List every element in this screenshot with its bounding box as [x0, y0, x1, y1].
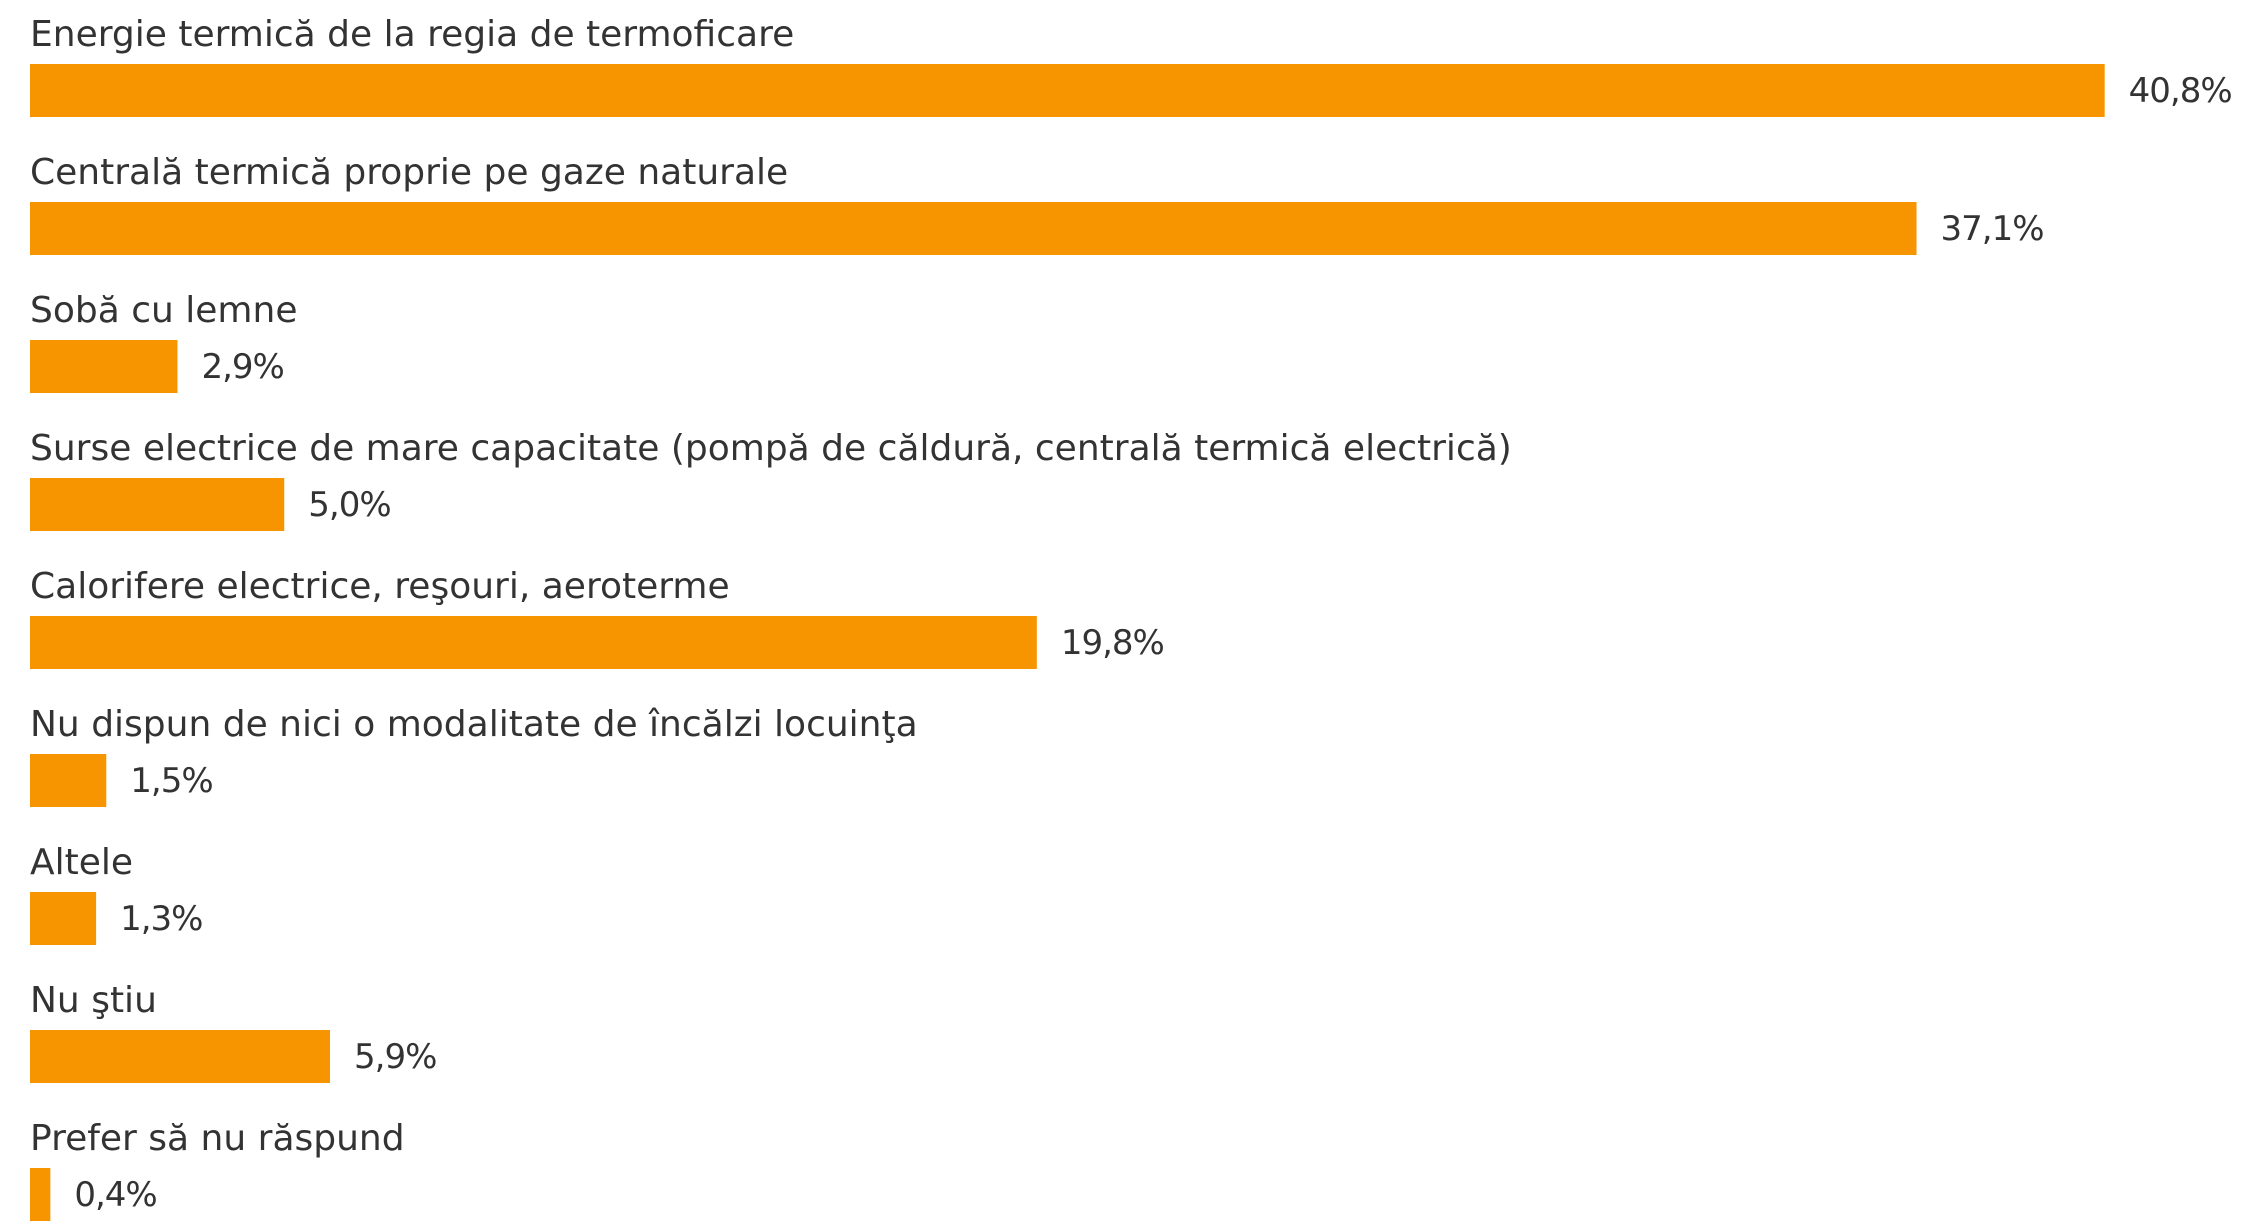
value-label: 19,8% [1061, 623, 1164, 663]
value-label: 1,3% [120, 899, 202, 939]
value-label: 5,0% [308, 485, 390, 525]
bar [30, 1168, 51, 1221]
value-label: 37,1% [1941, 209, 2044, 249]
category-label: Energie termică de la regia de termofica… [30, 14, 794, 55]
category-label: Nu ştiu [30, 980, 157, 1021]
value-label: 5,9% [354, 1037, 436, 1077]
category-label: Calorifere electrice, reşouri, aeroterme [30, 566, 730, 607]
value-label: 2,9% [201, 347, 283, 387]
bar [30, 478, 285, 531]
category-label: Centrală termică proprie pe gaze natural… [30, 152, 788, 193]
bar [30, 616, 1037, 669]
value-label: 1,5% [130, 761, 212, 801]
bar [30, 64, 2105, 117]
category-label: Surse electrice de mare capacitate (pomp… [30, 428, 1512, 469]
category-label: Nu dispun de nici o modalitate de încălz… [30, 704, 918, 745]
category-label: Sobă cu lemne [30, 290, 297, 331]
category-label: Prefer să nu răspund [30, 1118, 405, 1159]
value-label: 0,4% [74, 1175, 156, 1215]
category-label: Altele [30, 842, 133, 883]
bar [30, 892, 97, 945]
value-label: 40,8% [2129, 71, 2232, 111]
bar [30, 754, 107, 807]
bar [30, 1030, 331, 1083]
bar [30, 202, 1917, 255]
bar [30, 340, 178, 393]
